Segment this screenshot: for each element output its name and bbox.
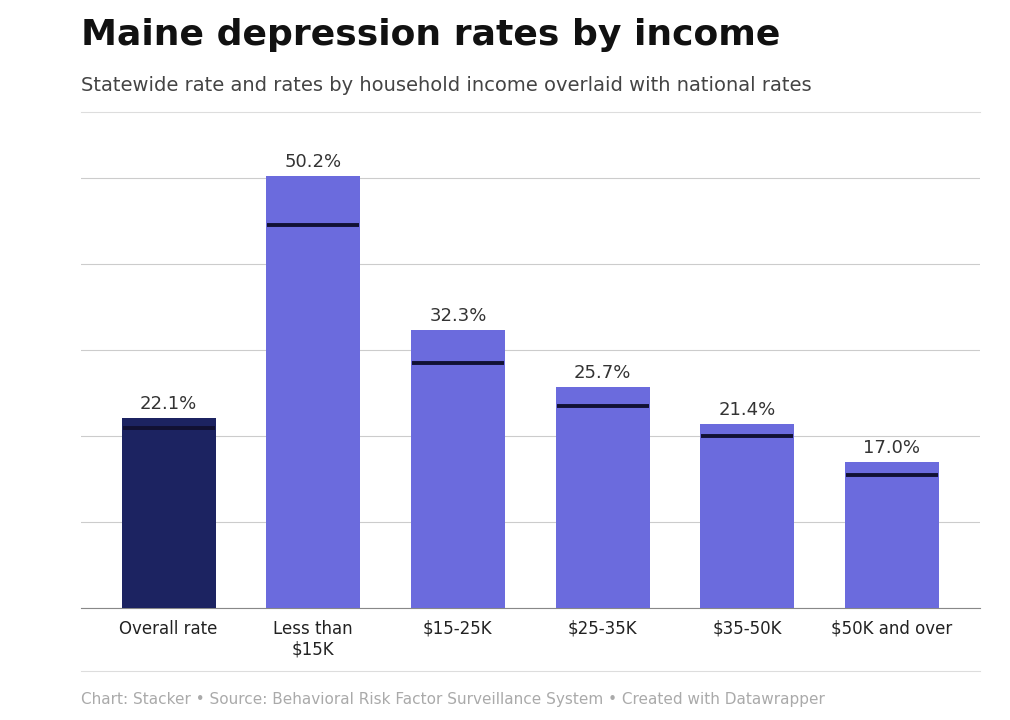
Text: 17.0%: 17.0% [864,438,920,456]
Bar [700,424,794,608]
Text: Statewide rate and rates by household income overlaid with national rates: Statewide rate and rates by household in… [81,76,811,94]
Bar [267,176,361,608]
Text: 32.3%: 32.3% [429,307,487,325]
Text: Chart: Stacker • Source: Behavioral Risk Factor Surveillance System • Created wi: Chart: Stacker • Source: Behavioral Risk… [81,692,825,707]
Text: Maine depression rates by income: Maine depression rates by income [81,18,780,52]
Text: 50.2%: 50.2% [285,153,341,171]
Bar [844,462,939,608]
Text: 22.1%: 22.1% [140,395,197,413]
Bar [556,387,649,608]
Text: 25.7%: 25.7% [574,364,631,382]
Bar [121,418,216,608]
Bar [411,330,505,608]
Text: 21.4%: 21.4% [718,401,776,419]
